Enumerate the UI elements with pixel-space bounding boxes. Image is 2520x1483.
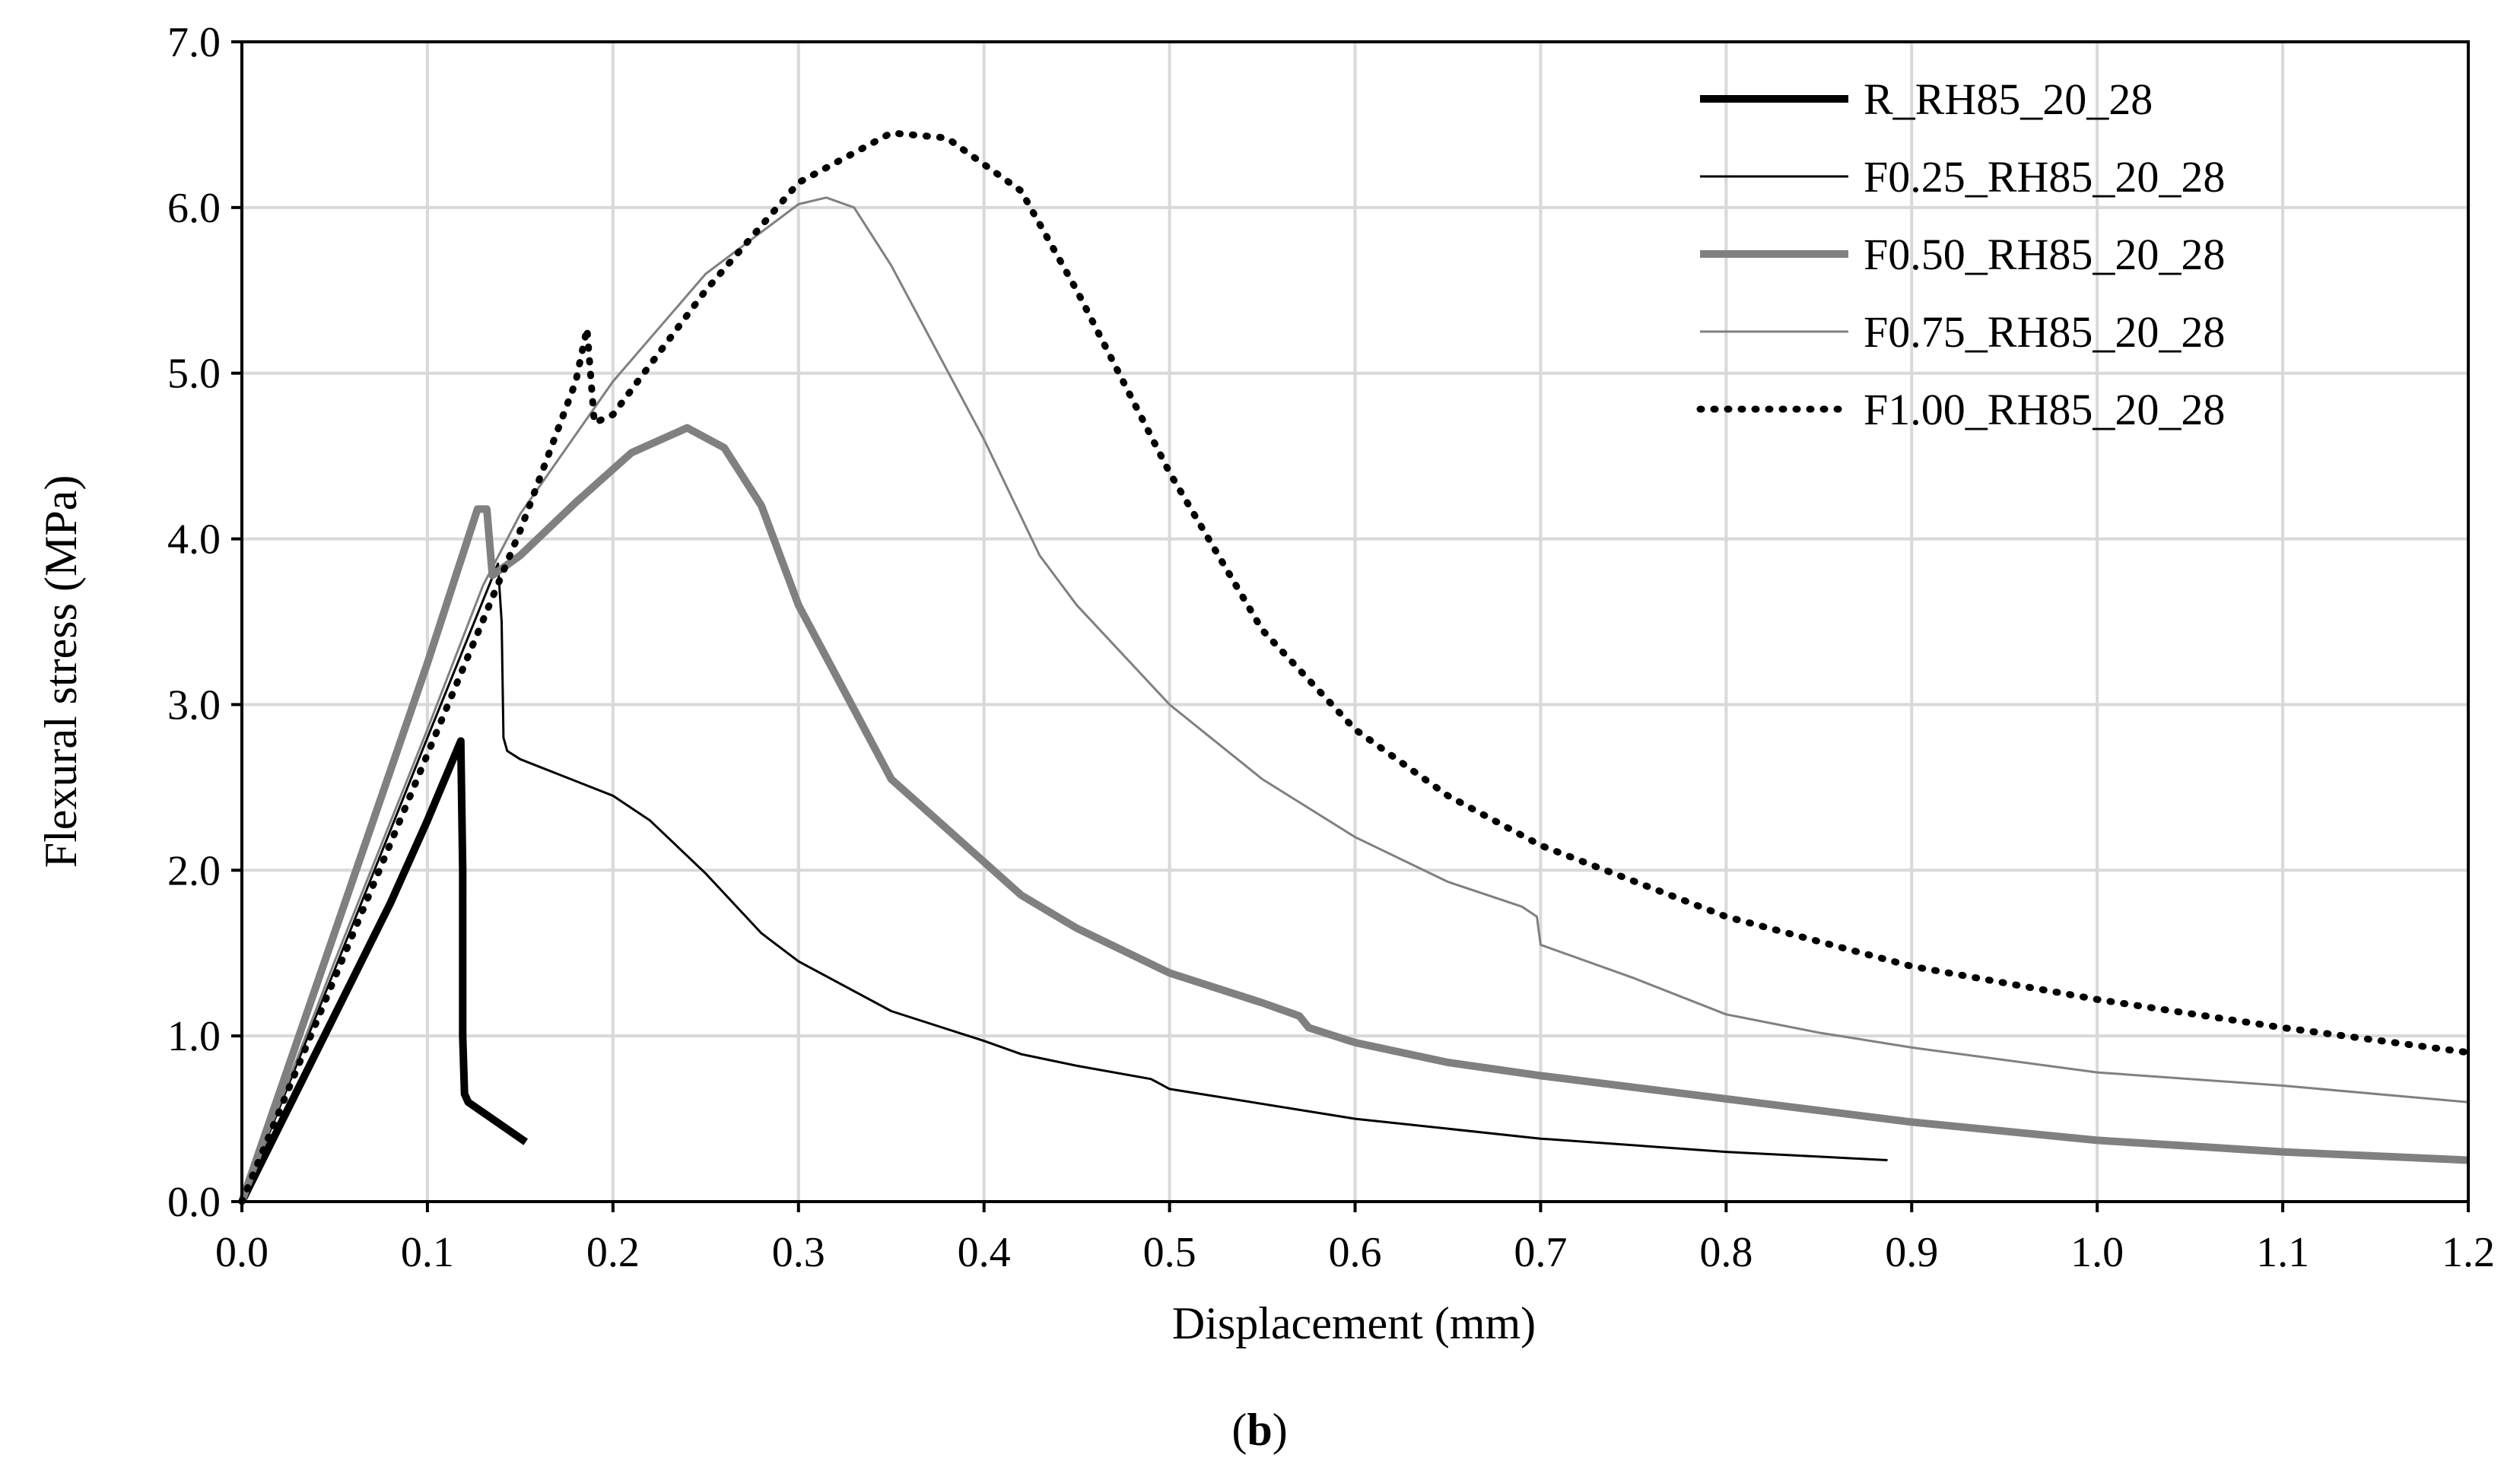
series-line-4: [240, 196, 2469, 1202]
series-layer: [238, 129, 2472, 1205]
caption-open: (: [1231, 1405, 1247, 1455]
legend-label-3: F0.50_RH85_20_28: [1864, 230, 2225, 279]
x-tick-label: 1.0: [2070, 1229, 2124, 1276]
x-tick-label: 0.4: [958, 1229, 1011, 1276]
legend-label-2: F0.25_RH85_20_28: [1864, 152, 2225, 202]
y-tick-label: 4.0: [167, 516, 221, 564]
legend-label-5: F1.00_RH85_20_28: [1864, 385, 2225, 434]
caption-close: ): [1273, 1405, 1288, 1455]
x-tick-label: 0.9: [1885, 1229, 1938, 1276]
x-tick-label: 1.2: [2442, 1229, 2495, 1276]
y-tick-label: 5.0: [167, 351, 221, 398]
series-line-1: [238, 737, 529, 1204]
x-tick-label: 0.2: [586, 1229, 640, 1276]
y-tick-label: 3.0: [167, 681, 221, 729]
y-tick-label: 2.0: [167, 847, 221, 894]
figure-caption: (b): [1231, 1405, 1287, 1455]
legend: R_RH85_20_28 F0.25_RH85_20_28 F0.50_RH85_2…: [1696, 75, 2225, 434]
axis-ticks: 0.0 0.1 0.2 0.3 0.4 0.5 0.6 0.7 0.8 0.9 1.0 1.1 1.2 0…: [167, 19, 2495, 1276]
x-tick-label: 0.3: [772, 1229, 825, 1276]
x-tick-label: 0.1: [401, 1229, 454, 1276]
y-tick-label: 0.0: [167, 1179, 221, 1226]
x-axis-title: Displacement (mm): [1172, 1298, 1536, 1348]
x-tick-label: 0.6: [1329, 1229, 1382, 1276]
legend-label-1: R_RH85_20_28: [1864, 75, 2153, 124]
y-tick-label: 7.0: [167, 19, 221, 66]
grid: [242, 42, 2468, 1202]
caption-label: b: [1247, 1405, 1272, 1455]
series-line-5: [238, 129, 2472, 1205]
x-tick-label: 0.0: [215, 1229, 269, 1276]
x-tick-label: 0.8: [1699, 1229, 1753, 1276]
x-tick-label: 0.7: [1514, 1229, 1567, 1276]
x-tick-label: 0.5: [1143, 1229, 1196, 1276]
series-line-2: [240, 562, 1888, 1202]
series-line-3: [238, 424, 2469, 1203]
y-tick-label: 1.0: [167, 1013, 221, 1060]
y-tick-label: 6.0: [167, 185, 221, 232]
y-axis-title: Flexural stress (MPa): [36, 475, 86, 869]
x-tick-label: 1.1: [2256, 1229, 2309, 1276]
legend-label-4: F0.75_RH85_20_28: [1864, 307, 2225, 357]
